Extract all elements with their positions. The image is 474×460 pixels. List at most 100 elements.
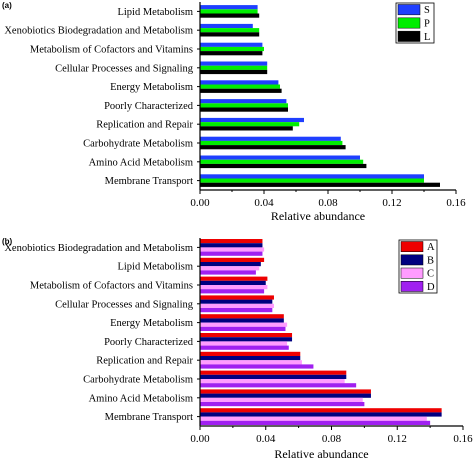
bar-a [200,408,442,413]
category-label: Cellular Processes and Signaling [55,299,194,310]
bar-b [200,393,371,398]
bar-s [200,23,253,29]
panel-a: (a) Membrane Transport Amino Acid Metabol… [2,1,466,223]
category-label: Metabolism of Cofactors and Vitamins [30,45,193,56]
bar-p [200,159,364,164]
bar-p [200,9,258,14]
category-label: Lipid Metabolism [117,262,193,273]
bar-l [200,32,260,37]
bar-p [200,28,260,33]
legend-swatch-a [400,241,424,252]
category-label: Poorly Characterized [104,101,194,112]
category-label: Amino Acid Metabolism [89,157,193,168]
bar-c [200,416,427,421]
bar-c [200,341,288,346]
bar-l [200,182,440,187]
bar-d [200,289,265,294]
bar-b [200,356,301,361]
bar-p [200,140,343,146]
bar-l [200,163,367,169]
category-label: Metabolism of Cofactors and Vitamins [30,281,193,292]
x-tick-label: 0.12 [382,197,401,209]
bar-s [200,80,279,85]
legend-label-d: D [427,282,435,293]
category-label: Energy Metabolism [110,82,193,93]
bar-l [200,69,268,75]
bar-b [200,337,293,342]
bar-b [200,318,284,323]
category-label: Membrane Transport [105,176,193,187]
x-axis-title: Relative abundance [274,447,368,460]
category-label: Carbohydrate Metabolism [83,139,193,150]
bar-d [200,345,289,350]
bar-c [200,303,274,308]
category-label: Cellular Processes and Signaling [55,63,194,74]
legend-swatch-c [400,267,424,279]
bar-d [200,270,256,275]
bar-d [200,420,431,425]
bar-l [200,51,263,56]
bar-d [200,308,273,313]
bar-l [200,88,282,93]
category-label: Replication and Repair [96,356,193,367]
bar-a [200,389,371,394]
bar-s [200,174,424,179]
bar-s [200,136,341,141]
bar-b [200,280,266,285]
bar-d [200,383,357,388]
bar-c [200,266,260,271]
bar-d [200,364,314,369]
category-label: Xenobiotics Biodegradation and Metabolis… [4,243,193,254]
legend-swatch-p [397,17,421,29]
bar-c [200,360,302,365]
legend-swatch-l [397,30,421,42]
bar-d [200,326,286,331]
bar-l [200,126,293,131]
x-tick-label: 0.04 [254,197,274,209]
x-tick-label: 0.12 [388,433,407,445]
bar-a [200,295,274,300]
bar-a [200,276,268,281]
category-label: Poorly Characterized [104,337,194,348]
bar-d [200,251,263,256]
bar-p [200,46,264,52]
bar-a [200,370,347,375]
bar-s [200,99,287,104]
panel-a-tag: (a) [2,1,12,10]
bar-l [200,13,260,18]
bar-s [200,117,304,123]
bar-b [200,299,273,304]
bar-s [200,61,268,66]
bar-s [200,155,360,160]
legend-label-s: S [424,5,430,16]
bar-l [200,145,346,150]
legend-swatch-b [400,254,424,266]
bar-s [200,5,258,10]
bar-a [200,333,293,338]
x-tick-label: 0.16 [446,197,466,209]
x-tick-label: 0.08 [318,197,338,209]
legend-swatch-d [400,281,424,292]
bar-d [200,402,365,407]
bar-p [200,84,280,89]
bar-c [200,397,363,402]
bar-p [200,178,424,183]
bar-p [200,103,288,108]
category-label: Lipid Metabolism [117,7,193,18]
category-label: Amino Acid Metabolism [89,393,193,404]
bar-b [200,374,347,379]
legend-label-b: B [427,255,434,266]
legend-label-l: L [424,32,430,43]
category-label: Replication and Repair [96,120,193,131]
category-label: Carbohydrate Metabolism [83,375,193,386]
x-tick-label: 0.00 [190,433,210,445]
x-tick-label: 0.16 [453,433,473,445]
bar-b [200,262,261,267]
bar-a [200,351,301,356]
bar-b [200,412,442,417]
x-axis-title: Relative abundance [271,209,365,223]
bar-c [200,247,265,252]
panel-b: (b) Membrane Transport Amino Acid Metabol… [2,237,473,460]
legend: SPL [395,2,435,44]
